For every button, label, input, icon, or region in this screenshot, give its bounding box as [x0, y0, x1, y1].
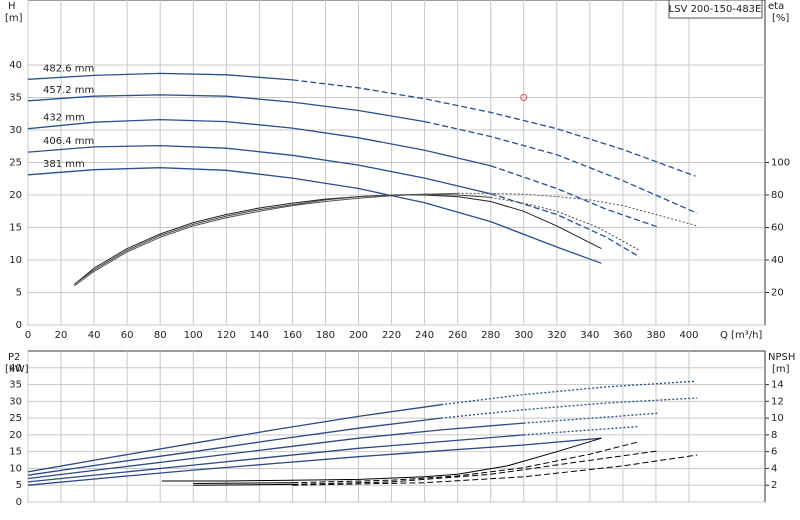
y-axis-unit: [kW] [5, 364, 29, 375]
y2-tick-label: 14 [771, 380, 784, 391]
curve [193, 483, 293, 486]
y-tick-label: 15 [9, 447, 22, 458]
x-tick-label: 0 [25, 330, 31, 341]
x-tick-label: 280 [481, 330, 500, 341]
y2-tick-label: 20 [771, 288, 784, 299]
y-tick-label: 5 [16, 480, 22, 491]
y-tick-label: 40 [9, 60, 22, 71]
plot-frame [27, 350, 766, 503]
x-tick-label: 300 [514, 330, 533, 341]
y2-axis-label: NPSH [768, 352, 795, 363]
y2-axis-label: eta [768, 1, 784, 12]
curve-extension [292, 441, 640, 484]
x-tick-label: 220 [382, 330, 401, 341]
y-axis-unit: [m] [5, 13, 23, 24]
x-tick-label: 40 [88, 330, 101, 341]
y2-tick-label: 10 [771, 413, 784, 424]
y2-tick-label: 4 [771, 463, 777, 474]
y-tick-label: 10 [9, 463, 22, 474]
y-tick-label: 40 [9, 363, 22, 374]
x-tick-label: 260 [448, 330, 467, 341]
y-tick-label: 15 [9, 223, 22, 234]
y-tick-label: 30 [9, 396, 22, 407]
y-tick-label: 35 [9, 380, 22, 391]
y-tick-label: 25 [9, 413, 22, 424]
curve-extension [292, 79, 696, 177]
curve [27, 118, 491, 167]
curve [27, 434, 524, 483]
y-tick-label: 30 [9, 125, 22, 136]
x-tick-label: 200 [349, 330, 368, 341]
title-box [668, 0, 763, 19]
y2-tick-label: 40 [771, 255, 784, 266]
duty-point [520, 94, 528, 101]
x-tick-label: 100 [184, 330, 203, 341]
curve [161, 437, 602, 482]
curve [27, 144, 491, 195]
x-tick-label: 180 [316, 330, 335, 341]
curve [27, 404, 442, 473]
curve [27, 167, 602, 264]
curve [27, 422, 524, 480]
x-axis-label: Q [m³/h] [720, 330, 762, 341]
curve-label: 457.2 mm [43, 85, 94, 96]
curve-label: 406.4 mm [43, 136, 94, 147]
x-tick-label: 320 [547, 330, 566, 341]
curve-extension [490, 193, 640, 258]
curve-extension [490, 196, 640, 251]
y-tick-label: 5 [16, 288, 22, 299]
y-tick-label: 35 [9, 93, 22, 104]
x-tick-label: 160 [283, 330, 302, 341]
curve-extension [441, 397, 698, 419]
y-tick-label: 0 [16, 320, 22, 331]
y2-tick-label: 100 [771, 158, 790, 169]
curve-extension [292, 450, 660, 485]
y2-tick-label: 60 [771, 223, 784, 234]
curve [27, 437, 602, 486]
y-tick-label: 10 [9, 255, 22, 266]
chart-title: LSV 200-150-483E [669, 4, 762, 15]
x-tick-label: 20 [55, 330, 68, 341]
curve [27, 72, 293, 81]
x-tick-label: 340 [580, 330, 599, 341]
x-tick-label: 240 [415, 330, 434, 341]
y-axis-label: H [8, 1, 16, 12]
x-tick-label: 60 [121, 330, 134, 341]
x-tick-label: 360 [613, 330, 632, 341]
y2-axis-unit: [m] [772, 364, 790, 375]
x-tick-label: 120 [217, 330, 236, 341]
curve-extension [457, 192, 698, 227]
curve-extension [424, 120, 698, 214]
y-axis-label: P2 [8, 352, 20, 363]
curve-label: 381 mm [43, 159, 85, 170]
curve-extension [490, 165, 660, 229]
x-tick-label: 380 [646, 330, 665, 341]
curve-label: 432 mm [43, 113, 85, 124]
x-tick-label: 80 [154, 330, 167, 341]
y-tick-label: 0 [16, 497, 22, 508]
y2-tick-label: 6 [771, 447, 777, 458]
curve-label: 482.6 mm [43, 63, 94, 74]
x-tick-label: 140 [250, 330, 269, 341]
curve [73, 194, 602, 285]
curve-extension [441, 380, 696, 406]
y-tick-label: 20 [9, 190, 22, 201]
x-tick-label: 400 [679, 330, 698, 341]
y-tick-label: 20 [9, 430, 22, 441]
y2-tick-label: 12 [771, 396, 784, 407]
y2-tick-label: 2 [771, 480, 777, 491]
y-tick-label: 25 [9, 158, 22, 169]
curve [74, 192, 458, 287]
y2-axis-unit: [%] [772, 13, 789, 24]
y2-tick-label: 80 [771, 190, 784, 201]
curve [193, 482, 293, 484]
curve-extension [523, 425, 640, 436]
curve-extension [292, 454, 698, 486]
y2-tick-label: 8 [771, 430, 777, 441]
curve [27, 417, 442, 476]
curve [27, 94, 425, 123]
